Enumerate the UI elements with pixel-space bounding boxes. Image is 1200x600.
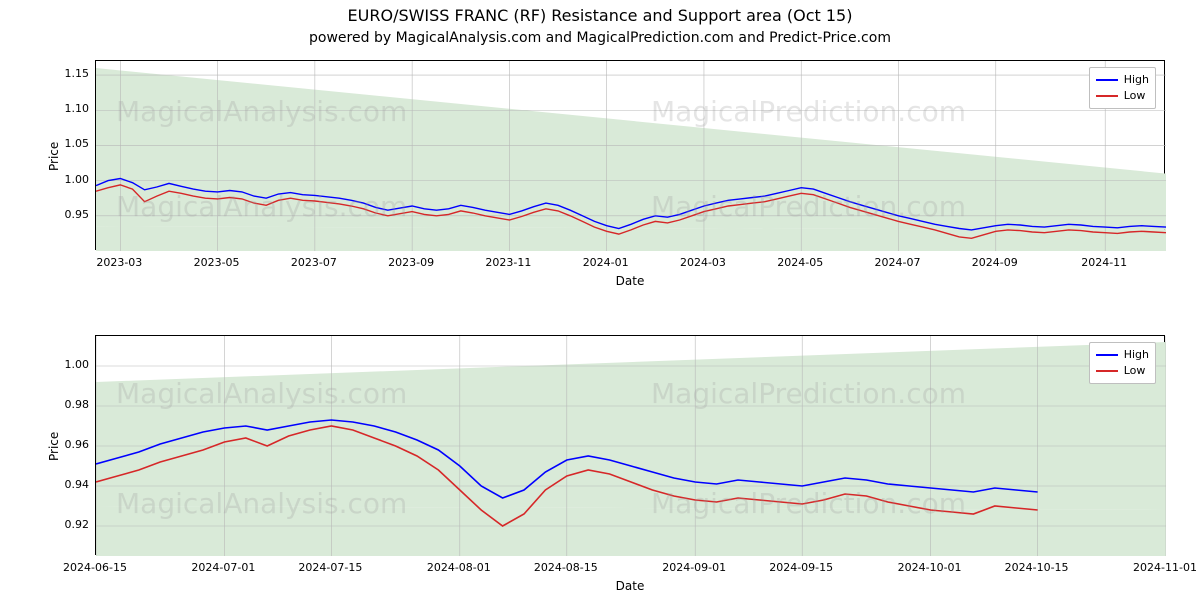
x-tick-label: 2023-09 [388,256,434,269]
y-axis-label: Price [47,432,61,461]
legend-item: High [1096,347,1149,363]
x-tick-label: 2024-10-01 [898,561,962,574]
y-tick-label: 1.00 [65,173,90,186]
y-axis-label: Price [47,142,61,171]
x-tick-label: 2024-07 [875,256,921,269]
x-tick-label: 2024-08-15 [534,561,598,574]
y-tick-label: 0.92 [65,518,90,531]
x-tick-label: 2024-09-01 [662,561,726,574]
x-tick-label: 2024-09 [972,256,1018,269]
x-tick-label: 2024-07-01 [191,561,255,574]
x-axis-label: Date [95,274,1165,288]
chart-canvas-1 [96,61,1166,251]
x-tick-label: 2024-11 [1081,256,1127,269]
x-axis-label: Date [95,579,1165,593]
chart-panel-2: MagicalAnalysis.comMagicalPrediction.com… [95,335,1165,555]
y-tick-label: 0.98 [65,398,90,411]
x-tick-label: 2024-05 [777,256,823,269]
legend-label: Low [1124,88,1146,104]
legend-item: High [1096,72,1149,88]
y-tick-label: 1.15 [65,67,90,80]
y-tick-label: 1.00 [65,358,90,371]
x-tick-label: 2023-03 [96,256,142,269]
legend-label: High [1124,347,1149,363]
legend-swatch [1096,79,1118,81]
legend-swatch [1096,95,1118,97]
legend: HighLow [1089,67,1156,109]
legend-label: High [1124,72,1149,88]
x-tick-label: 2024-07-15 [298,561,362,574]
chart-canvas-2 [96,336,1166,556]
chart-title: EURO/SWISS FRANC (RF) Resistance and Sup… [0,6,1200,25]
legend-swatch [1096,370,1118,372]
y-tick-label: 1.05 [65,137,90,150]
x-tick-label: 2023-05 [194,256,240,269]
figure: EURO/SWISS FRANC (RF) Resistance and Sup… [0,0,1200,600]
x-tick-label: 2024-08-01 [427,561,491,574]
chart-panel-1: MagicalAnalysis.comMagicalPrediction.com… [95,60,1165,250]
legend-item: Low [1096,88,1149,104]
y-tick-label: 0.94 [65,478,90,491]
legend-item: Low [1096,363,1149,379]
x-tick-label: 2023-07 [291,256,337,269]
x-tick-label: 2024-10-15 [1005,561,1069,574]
x-tick-label: 2024-09-15 [769,561,833,574]
x-tick-label: 2024-03 [680,256,726,269]
x-tick-label: 2024-01 [583,256,629,269]
legend-label: Low [1124,363,1146,379]
y-tick-label: 0.96 [65,438,90,451]
x-tick-label: 2023-11 [485,256,531,269]
x-tick-label: 2024-06-15 [63,561,127,574]
legend-swatch [1096,354,1118,356]
x-tick-label: 2024-11-01 [1133,561,1197,574]
y-tick-label: 1.10 [65,102,90,115]
legend: HighLow [1089,342,1156,384]
chart-subtitle: powered by MagicalAnalysis.com and Magic… [0,30,1200,46]
y-tick-label: 0.95 [65,208,90,221]
